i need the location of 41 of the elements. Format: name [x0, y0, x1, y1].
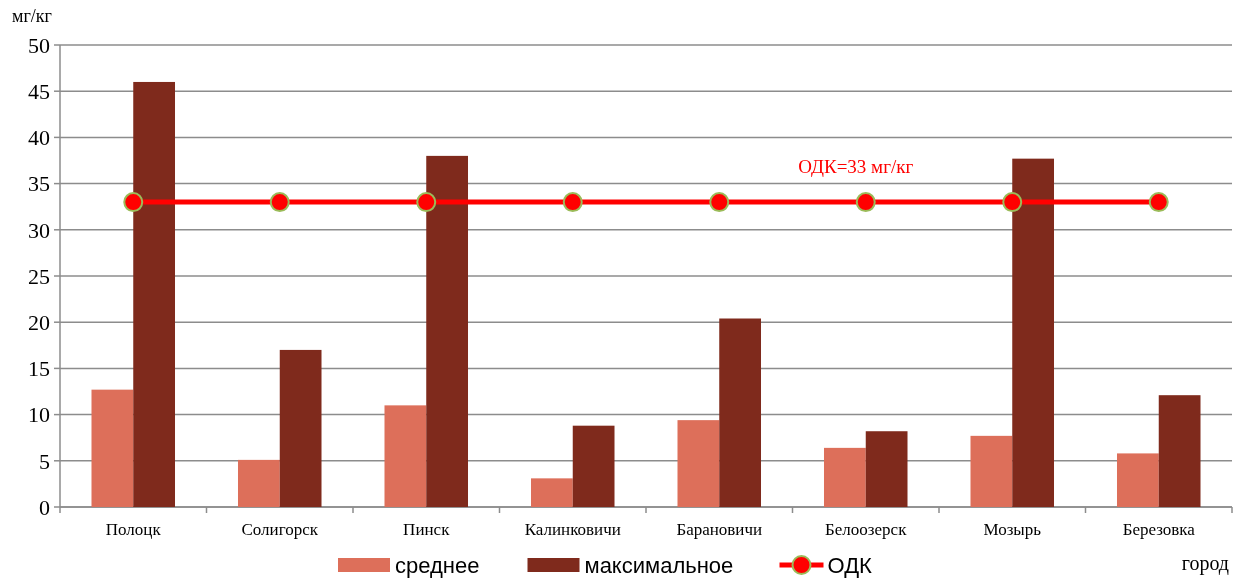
- y-tick-label: 15: [28, 356, 50, 382]
- y-axis-title: мг/кг: [12, 6, 52, 26]
- bar: [279, 349, 322, 507]
- x-tick-label: Березовка: [1122, 520, 1196, 539]
- y-tick-label: 10: [28, 402, 50, 428]
- bar: [1158, 395, 1201, 507]
- y-tick-label: 50: [28, 32, 50, 58]
- y-tick-label: 0: [39, 494, 50, 520]
- y-tick-label: 25: [28, 263, 50, 289]
- legend-label: среднее: [395, 553, 480, 578]
- x-tick-label: Солигорск: [241, 520, 319, 539]
- bar: [91, 389, 134, 507]
- x-tick-label: Пинск: [403, 520, 451, 539]
- bar: [824, 447, 866, 507]
- bar: [426, 155, 468, 507]
- bar: [384, 405, 427, 507]
- x-tick-label: Полоцк: [105, 520, 162, 539]
- x-axis-title: город: [1181, 552, 1229, 575]
- y-tick-label: 45: [28, 78, 50, 104]
- bar: [865, 431, 908, 507]
- y-tick-label: 20: [28, 309, 50, 335]
- x-tick-label: Барановичи: [676, 520, 763, 539]
- bar: [572, 425, 615, 507]
- y-tick-label: 40: [28, 125, 50, 151]
- bar: [970, 435, 1013, 507]
- legend-label: максимальное: [584, 553, 734, 578]
- bar: [677, 420, 720, 507]
- bar: [1117, 453, 1159, 507]
- bar: [531, 478, 573, 507]
- legend-label: ОДК: [827, 553, 873, 578]
- x-tick-label: Белоозерск: [825, 520, 908, 539]
- x-tick-label: Мозырь: [983, 520, 1042, 539]
- bar: [238, 459, 280, 507]
- bar: [1012, 158, 1054, 507]
- bar: [133, 81, 175, 507]
- y-tick-label: 35: [28, 171, 50, 197]
- x-tick-label: Калинковичи: [524, 520, 621, 539]
- annotation: ОДК=33 мг/кг: [798, 156, 914, 177]
- y-tick-label: 5: [39, 448, 50, 474]
- y-tick-label: 30: [28, 217, 50, 243]
- bar: [719, 318, 761, 507]
